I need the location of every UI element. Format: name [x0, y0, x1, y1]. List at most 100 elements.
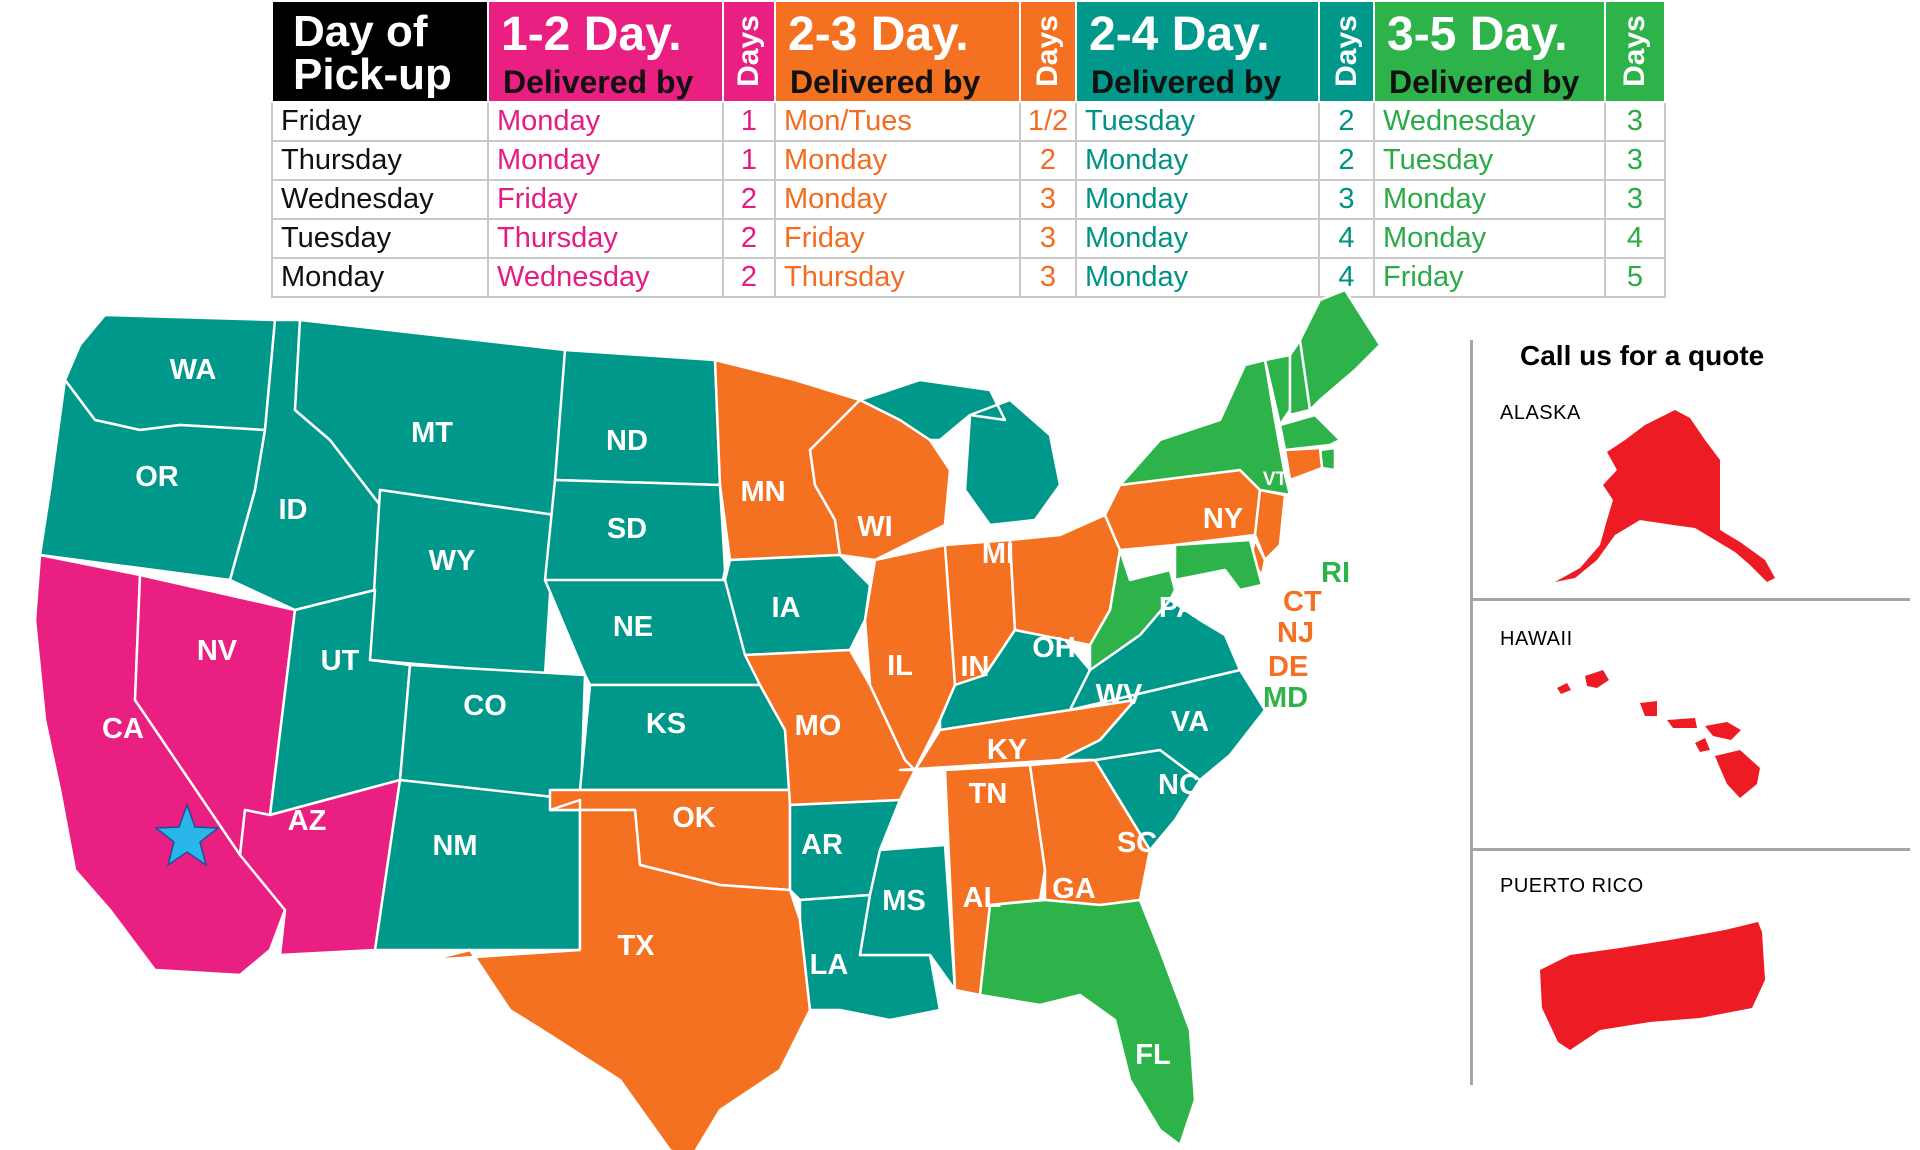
- state-label-co: CO: [463, 690, 507, 722]
- state-tx: [428, 798, 812, 1150]
- state-label-nm: NM: [432, 830, 477, 862]
- us-delivery-zone-map: WA OR CA NV ID MT WY UT AZ CO NM ND SD N…: [33, 290, 1382, 1150]
- state-label-ok: OK: [672, 802, 716, 834]
- days-count-cell: 1: [722, 140, 776, 181]
- delivery-day-cell: Friday: [1373, 257, 1606, 298]
- alaska-fill: [1555, 410, 1775, 582]
- delivery-day-cell: Monday: [1075, 257, 1320, 298]
- state-label-vt: VT: [1263, 469, 1288, 490]
- state-label-tn: TN: [969, 778, 1008, 810]
- days-count-cell: 3: [1318, 179, 1375, 220]
- state-label-fl: FL: [1135, 1039, 1170, 1071]
- days-count-cell: 1/2: [1019, 101, 1077, 142]
- days-count-cell: 3: [1604, 101, 1666, 142]
- state-label-ne: NE: [613, 611, 653, 643]
- zone-title: 2-3 Day.: [788, 8, 969, 61]
- state-mi: [858, 378, 1062, 527]
- delivery-day-cell: Monday: [487, 101, 724, 142]
- pickup-day-cell: Tuesday: [271, 218, 489, 259]
- days-label: Days: [1329, 14, 1363, 87]
- delivery-day-cell: Monday: [1075, 140, 1320, 181]
- state-label-md: MD: [1263, 682, 1308, 714]
- days-count-cell: 3: [1019, 257, 1077, 298]
- delivery-day-cell: Monday: [774, 179, 1021, 220]
- state-label-ct: CT: [1283, 586, 1322, 618]
- state-label-ky: KY: [987, 734, 1027, 766]
- state-label-wy: WY: [429, 545, 476, 577]
- delivery-day-cell: Wednesday: [487, 257, 724, 298]
- state-label-tx: TX: [617, 930, 655, 962]
- divider-line: [1473, 848, 1910, 851]
- state-label-ga: GA: [1052, 873, 1096, 905]
- days-count-cell: 2: [722, 179, 776, 220]
- delivery-day-cell: Friday: [487, 179, 724, 220]
- zone-3-5-header: 3-5 Day. Delivered by: [1373, 0, 1606, 103]
- state-label-nv: NV: [197, 635, 238, 667]
- zone-title: 2-4 Day.: [1089, 8, 1270, 61]
- days-count-cell: 3: [1604, 140, 1666, 181]
- days-count-cell: 1: [722, 101, 776, 142]
- state-label-il: IL: [887, 650, 913, 682]
- days-count-cell: 3: [1019, 179, 1077, 220]
- delivery-day-cell: Monday: [1373, 218, 1606, 259]
- state-me: [1298, 290, 1382, 412]
- state-ma: [1278, 413, 1342, 452]
- days-count-cell: 2: [722, 257, 776, 298]
- state-label-nc: NC: [1158, 769, 1200, 801]
- pickup-day-cell: Friday: [271, 101, 489, 142]
- puerto-rico-shape: [1540, 922, 1765, 1050]
- state-label-de: DE: [1268, 651, 1308, 683]
- star-icon: [153, 802, 221, 867]
- state-label-va: VA: [1171, 706, 1209, 738]
- puerto-rico-label: PUERTO RICO: [1500, 875, 1644, 897]
- pickup-header-line1: Day of: [293, 7, 428, 56]
- zone-title: 1-2 Day.: [501, 8, 682, 61]
- state-label-wi: WI: [857, 511, 892, 543]
- pickup-header-line2: Pick-up: [293, 50, 452, 99]
- zone-title: 3-5 Day.: [1387, 8, 1568, 61]
- state-label-ms: MS: [882, 885, 926, 917]
- state-label-mt: MT: [411, 417, 453, 449]
- state-fl: [978, 898, 1197, 1147]
- days-header: Days: [1604, 0, 1666, 103]
- delivery-day-cell: Monday: [774, 140, 1021, 181]
- delivery-schedule-table: Day of Pick-up 1-2 Day. Delivered by Day…: [271, 0, 1666, 298]
- state-label-sd: SD: [607, 513, 647, 545]
- state-label-ca: CA: [102, 713, 144, 745]
- days-header: Days: [1318, 0, 1375, 103]
- quote-title: Call us for a quote: [1520, 340, 1765, 371]
- state-label-sc: SC: [1117, 827, 1157, 859]
- state-mo: [743, 648, 917, 807]
- state-label-nd: ND: [606, 425, 648, 457]
- days-count-cell: 2: [722, 218, 776, 259]
- days-count-cell: 3: [1019, 218, 1077, 259]
- state-wv: [1088, 548, 1177, 672]
- days-header: Days: [1019, 0, 1077, 103]
- origin-star: [153, 802, 221, 867]
- state-label-mi: MI: [982, 538, 1014, 570]
- zone-1-2-header: 1-2 Day. Delivered by: [487, 0, 724, 103]
- days-label: Days: [732, 14, 765, 87]
- state-label-id: ID: [279, 494, 308, 526]
- hawaii-label: HAWAII: [1500, 628, 1573, 650]
- days-count-cell: 5: [1604, 257, 1666, 298]
- state-nd: [553, 348, 722, 487]
- state-ny: [1118, 358, 1292, 497]
- zone-subtitle: Delivered by: [1091, 64, 1282, 100]
- days-count-cell: 2: [1318, 101, 1375, 142]
- table-row: Friday Monday 1 Mon/Tues 1/2 Tuesday 2 Wednesda…: [271, 101, 1666, 142]
- state-nc: [1058, 668, 1267, 782]
- state-label-nh: NH: [1288, 492, 1315, 513]
- days-count-cell: 4: [1318, 218, 1375, 259]
- state-label-nj: NJ: [1277, 617, 1314, 649]
- state-label-az: AZ: [288, 805, 327, 837]
- delivery-day-cell: Monday: [1373, 179, 1606, 220]
- state-label-ar: AR: [801, 829, 843, 861]
- delivery-day-cell: Thursday: [487, 218, 724, 259]
- pickup-day-cell: Wednesday: [271, 179, 489, 220]
- days-header: Days: [722, 0, 776, 103]
- state-label-or: OR: [135, 461, 179, 493]
- delivery-day-cell: Monday: [1075, 218, 1320, 259]
- state-label-pa: PA: [1159, 592, 1197, 624]
- state-label-ks: KS: [646, 708, 686, 740]
